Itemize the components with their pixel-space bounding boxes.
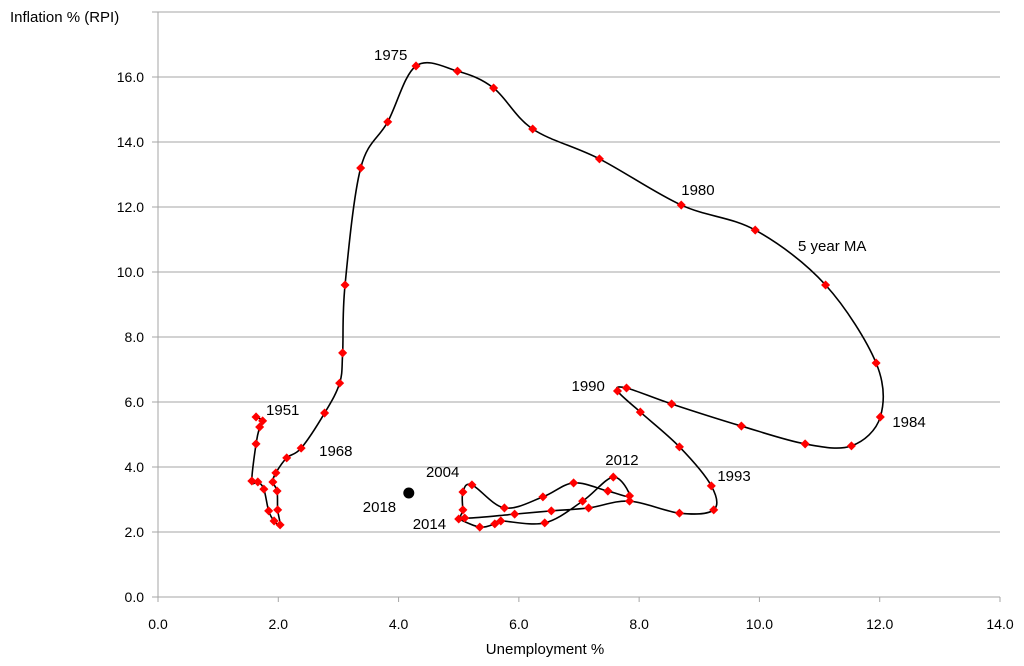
year-label-1951: 1951 (266, 402, 299, 419)
data-point-marker (584, 503, 594, 513)
y-axis-title: Inflation % (RPI) (10, 9, 119, 26)
data-point-marker (499, 503, 509, 513)
series-annotation: 5 year MA (798, 238, 866, 255)
data-point-marker (821, 280, 831, 290)
data-point-marker (251, 439, 261, 449)
x-tick-label: 12.0 (866, 616, 893, 632)
data-point-marker (846, 441, 856, 451)
data-point-marker (273, 505, 283, 515)
x-tick-label: 6.0 (509, 616, 529, 632)
data-point-marker (452, 66, 463, 76)
y-tick-label: 10.0 (117, 264, 144, 280)
data-point-marker (674, 508, 684, 518)
data-point-marker (603, 486, 613, 496)
y-tick-label: 14.0 (117, 134, 144, 150)
data-point-marker (569, 478, 579, 488)
data-point-marker (750, 225, 760, 235)
year-label-1990: 1990 (571, 378, 604, 395)
data-point-marker (356, 163, 366, 173)
x-tick-label: 10.0 (746, 616, 773, 632)
highlight-point-2018 (403, 487, 415, 499)
data-point-marker (268, 477, 278, 487)
data-point-marker (624, 491, 635, 501)
y-tick-label: 12.0 (117, 199, 144, 215)
year-label-1980: 1980 (681, 182, 714, 199)
gridlines (152, 11, 1000, 598)
data-point-marker (467, 480, 477, 490)
data-point-marker (510, 509, 520, 519)
data-point-marker (676, 200, 686, 210)
x-tick-label: 8.0 (629, 616, 649, 632)
x-tick-label: 2.0 (269, 616, 289, 632)
data-point-marker (272, 486, 282, 496)
year-label-2018: 2018 (363, 499, 396, 516)
data-point-marker (247, 476, 257, 486)
year-labels: 2018 1951 1968 1975 1980 1984 1990 1993 2004 2012… (266, 47, 926, 533)
data-point-marker (736, 421, 746, 431)
data-point-marker (489, 83, 499, 93)
year-label-2004: 2004 (426, 464, 459, 481)
y-tick-label: 8.0 (125, 329, 145, 345)
y-tick-label: 6.0 (125, 394, 145, 410)
data-point-marker (320, 408, 330, 418)
series-markers (247, 61, 885, 532)
data-point-marker (340, 280, 350, 290)
year-label-2014: 2014 (413, 516, 446, 533)
y-tick-label: 16.0 (117, 69, 144, 85)
data-point-marker (667, 399, 677, 409)
data-point-marker (259, 484, 269, 494)
y-tick-label: 4.0 (125, 459, 145, 475)
x-axis-title: Unemployment % (486, 641, 604, 658)
data-point-marker (271, 468, 281, 478)
data-point-marker (621, 383, 632, 393)
data-point-marker (706, 481, 716, 491)
x-tick-label: 14.0 (986, 616, 1013, 632)
data-point-marker (458, 487, 468, 497)
year-label-2012: 2012 (605, 452, 638, 469)
x-tick-label: 0.0 (148, 616, 168, 632)
y-tick-label: 0.0 (125, 589, 145, 605)
x-tick-label: 4.0 (389, 616, 409, 632)
data-point-marker (608, 472, 618, 482)
y-tick-label: 2.0 (125, 524, 145, 540)
year-label-1984: 1984 (892, 414, 925, 431)
data-point-marker (540, 518, 550, 528)
data-point-marker (338, 348, 348, 358)
data-point-marker (454, 514, 464, 524)
data-point-marker (264, 506, 274, 516)
tick-labels: 0.0 2.0 4.0 6.0 8.0 10.0 12.0 14.0 0.0 2.0 4.0 6.0 8… (117, 69, 1014, 632)
data-point-marker (475, 522, 485, 532)
data-point-marker (871, 358, 881, 368)
data-point-marker (458, 505, 468, 515)
data-point-marker (383, 117, 393, 127)
data-point-marker (546, 506, 556, 516)
data-point-marker (875, 412, 885, 422)
data-point-marker (269, 516, 279, 526)
year-label-1975: 1975 (374, 47, 407, 64)
data-point-marker (594, 154, 604, 164)
series-line (251, 61, 884, 529)
data-point-marker (460, 513, 470, 523)
axes (157, 12, 1001, 602)
data-point-marker (335, 378, 345, 388)
data-point-marker (538, 492, 548, 502)
year-label-1968: 1968 (319, 443, 352, 460)
data-point-marker (800, 439, 810, 449)
data-point-marker (709, 505, 719, 515)
year-label-1993: 1993 (717, 468, 750, 485)
